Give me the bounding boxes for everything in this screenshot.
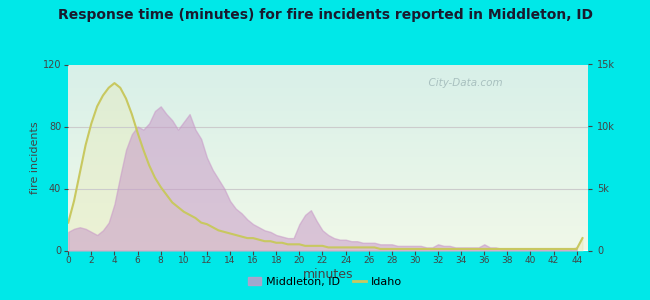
Y-axis label: fire incidents: fire incidents — [30, 121, 40, 194]
Text: Response time (minutes) for fire incidents reported in Middleton, ID: Response time (minutes) for fire inciden… — [57, 8, 593, 22]
Legend: Middleton, ID, Idaho: Middleton, ID, Idaho — [244, 273, 406, 291]
X-axis label: minutes: minutes — [303, 268, 354, 281]
Text: City-Data.com: City-Data.com — [422, 77, 502, 88]
